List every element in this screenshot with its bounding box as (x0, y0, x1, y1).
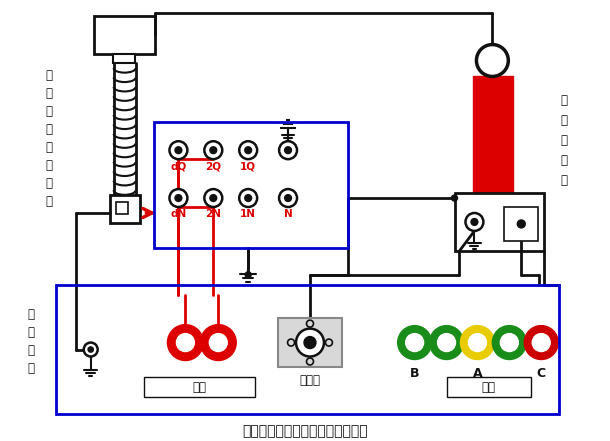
Bar (94, 15, 156, 53)
Text: 仪: 仪 (27, 308, 34, 321)
Bar (454, 193, 544, 251)
Bar (113, 53, 135, 64)
Circle shape (239, 189, 257, 207)
Bar (447, 377, 531, 397)
Text: 输出: 输出 (192, 381, 206, 394)
Circle shape (500, 333, 518, 351)
Circle shape (517, 220, 525, 228)
Circle shape (304, 337, 315, 348)
Text: A: A (473, 367, 483, 380)
Text: dN: dN (170, 209, 187, 219)
Bar (56, 285, 559, 415)
Circle shape (533, 333, 550, 351)
Circle shape (285, 194, 292, 202)
Text: 电: 电 (45, 69, 52, 82)
Text: C: C (537, 367, 546, 380)
Circle shape (437, 333, 456, 351)
Circle shape (279, 189, 297, 207)
Text: 互: 互 (45, 159, 52, 172)
Text: dQ: dQ (170, 161, 187, 171)
Text: 器: 器 (27, 326, 34, 339)
Circle shape (451, 195, 458, 201)
Text: 流: 流 (561, 114, 568, 127)
Circle shape (279, 141, 297, 159)
Circle shape (175, 194, 182, 202)
Circle shape (170, 141, 187, 159)
Text: 电: 电 (45, 123, 52, 136)
Circle shape (398, 325, 432, 359)
Text: 2N: 2N (206, 209, 221, 219)
Circle shape (176, 333, 195, 351)
Text: 磁: 磁 (45, 87, 52, 100)
Text: 仪器与互感器及分压器试验接线图: 仪器与互感器及分压器试验接线图 (242, 424, 368, 438)
Circle shape (524, 325, 558, 359)
Circle shape (84, 343, 98, 356)
Circle shape (304, 336, 316, 348)
Text: 面: 面 (27, 344, 34, 357)
Bar (154, 122, 348, 248)
Circle shape (471, 219, 478, 225)
Circle shape (239, 141, 257, 159)
Bar (473, 76, 513, 194)
Circle shape (245, 194, 251, 202)
Text: 压: 压 (561, 153, 568, 167)
Text: 式: 式 (45, 105, 52, 118)
Circle shape (200, 325, 236, 360)
Circle shape (461, 325, 494, 359)
Text: 器: 器 (45, 194, 52, 208)
Bar (278, 318, 342, 367)
Circle shape (429, 325, 464, 359)
Circle shape (406, 333, 423, 351)
Circle shape (204, 189, 222, 207)
Circle shape (296, 329, 324, 356)
Text: N: N (284, 209, 292, 219)
Text: 器: 器 (561, 174, 568, 187)
Circle shape (465, 213, 483, 231)
Circle shape (88, 347, 93, 352)
Text: 分: 分 (561, 134, 568, 147)
Circle shape (204, 141, 222, 159)
Circle shape (170, 189, 187, 207)
Text: B: B (410, 367, 420, 380)
Text: 2Q: 2Q (206, 161, 221, 171)
Bar (116, 202, 127, 214)
Text: 板: 板 (27, 362, 34, 375)
Circle shape (209, 333, 228, 351)
Text: 1Q: 1Q (240, 161, 256, 171)
Bar (143, 377, 255, 397)
Text: 交: 交 (561, 94, 568, 107)
Circle shape (245, 272, 251, 278)
Text: 输入: 输入 (481, 381, 495, 394)
Circle shape (476, 45, 508, 76)
Circle shape (175, 147, 182, 153)
Bar (110, 195, 140, 223)
Circle shape (168, 325, 203, 360)
Circle shape (210, 147, 217, 153)
Circle shape (210, 194, 217, 202)
Circle shape (285, 147, 292, 153)
Circle shape (492, 325, 526, 359)
Text: 感: 感 (45, 176, 52, 190)
Circle shape (468, 333, 486, 351)
Text: 1N: 1N (240, 209, 256, 219)
Bar (504, 207, 538, 241)
Circle shape (245, 147, 251, 153)
Text: 压: 压 (45, 141, 52, 154)
Text: 分压器: 分压器 (300, 374, 320, 387)
